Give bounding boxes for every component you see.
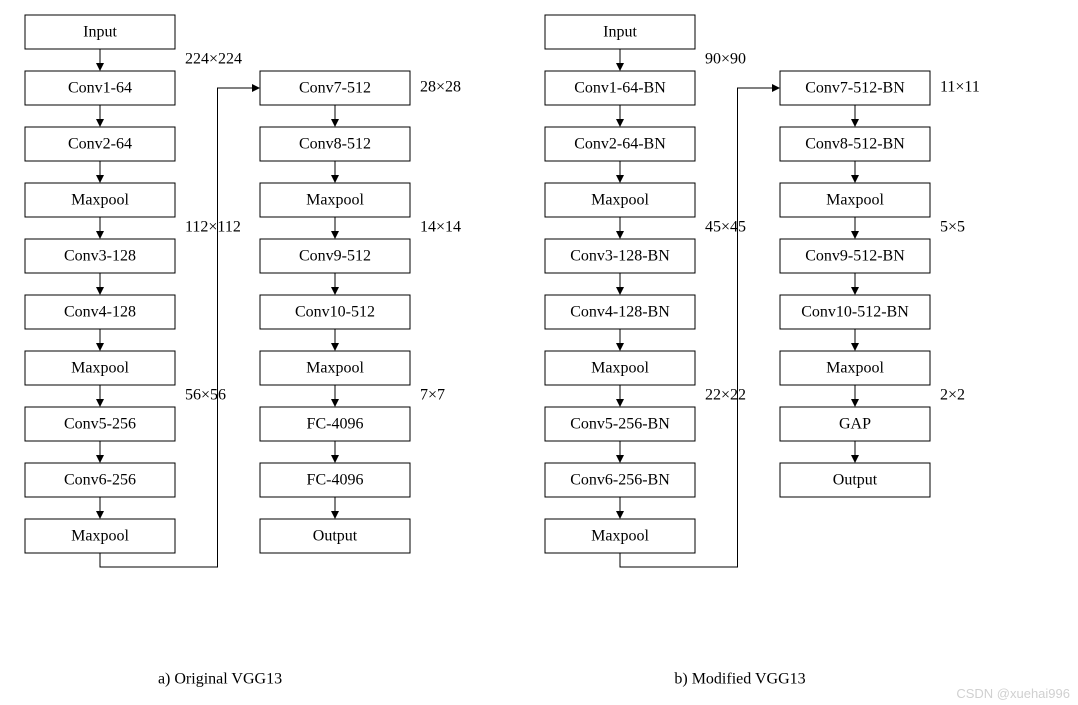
layer-label: Maxpool	[71, 192, 129, 209]
layer-label: Conv7-512	[299, 80, 371, 97]
layer-label: Conv1-64	[68, 80, 132, 97]
layer-label: Conv6-256	[64, 472, 136, 489]
layer-label: Maxpool	[591, 528, 649, 545]
layer-label: Maxpool	[71, 360, 129, 377]
layer-label: Maxpool	[71, 528, 129, 545]
dimension-annotation: 224×224	[185, 51, 242, 68]
architecture-diagram: Input Conv1-64 Conv2-64 Maxpool Conv3-128 Con…	[0, 0, 1078, 705]
layer-label: Conv1-64-BN	[574, 80, 666, 97]
layer-label: Conv10-512	[295, 304, 375, 321]
layer-label: Output	[313, 528, 358, 545]
dimension-annotation: 22×22	[705, 387, 746, 404]
dimension-annotation: 2×2	[940, 387, 965, 404]
layer-label: Maxpool	[826, 192, 884, 209]
layer-label: Maxpool	[306, 192, 364, 209]
layer-label: FC-4096	[307, 472, 364, 489]
dimension-annotation: 45×45	[705, 219, 746, 236]
layer-label: Conv2-64	[68, 136, 132, 153]
diagram-caption: b) Modified VGG13	[674, 671, 805, 688]
layer-label: Maxpool	[306, 360, 364, 377]
layer-label: Conv4-128	[64, 304, 136, 321]
layer-label: Conv3-128-BN	[570, 248, 670, 265]
layer-label: Conv7-512-BN	[805, 80, 905, 97]
layer-label: Output	[833, 472, 878, 489]
layer-label: Conv9-512	[299, 248, 371, 265]
dimension-annotation: 90×90	[705, 51, 746, 68]
layer-label: Maxpool	[591, 360, 649, 377]
dimension-annotation: 112×112	[185, 219, 241, 236]
layer-label: Maxpool	[826, 360, 884, 377]
dimension-annotation: 28×28	[420, 79, 461, 96]
layer-label: Conv8-512	[299, 136, 371, 153]
layer-label: Conv9-512-BN	[805, 248, 905, 265]
watermark: CSDN @xuehai996	[956, 686, 1070, 701]
dimension-annotation: 56×56	[185, 387, 226, 404]
layer-label: Maxpool	[591, 192, 649, 209]
layer-label: GAP	[839, 416, 871, 433]
layer-label: Conv5-256-BN	[570, 416, 670, 433]
diagram-caption: a) Original VGG13	[158, 671, 282, 688]
layer-label: Input	[603, 24, 637, 41]
dimension-annotation: 7×7	[420, 387, 445, 404]
layer-label: FC-4096	[307, 416, 364, 433]
layer-label: Conv5-256	[64, 416, 136, 433]
layer-label: Conv3-128	[64, 248, 136, 265]
dimension-annotation: 14×14	[420, 219, 461, 236]
dimension-annotation: 5×5	[940, 219, 965, 236]
layer-label: Conv6-256-BN	[570, 472, 670, 489]
layer-label: Input	[83, 24, 117, 41]
layer-label: Conv4-128-BN	[570, 304, 670, 321]
dimension-annotation: 11×11	[940, 79, 980, 96]
layer-label: Conv8-512-BN	[805, 136, 905, 153]
layer-label: Conv10-512-BN	[801, 304, 909, 321]
layer-label: Conv2-64-BN	[574, 136, 666, 153]
